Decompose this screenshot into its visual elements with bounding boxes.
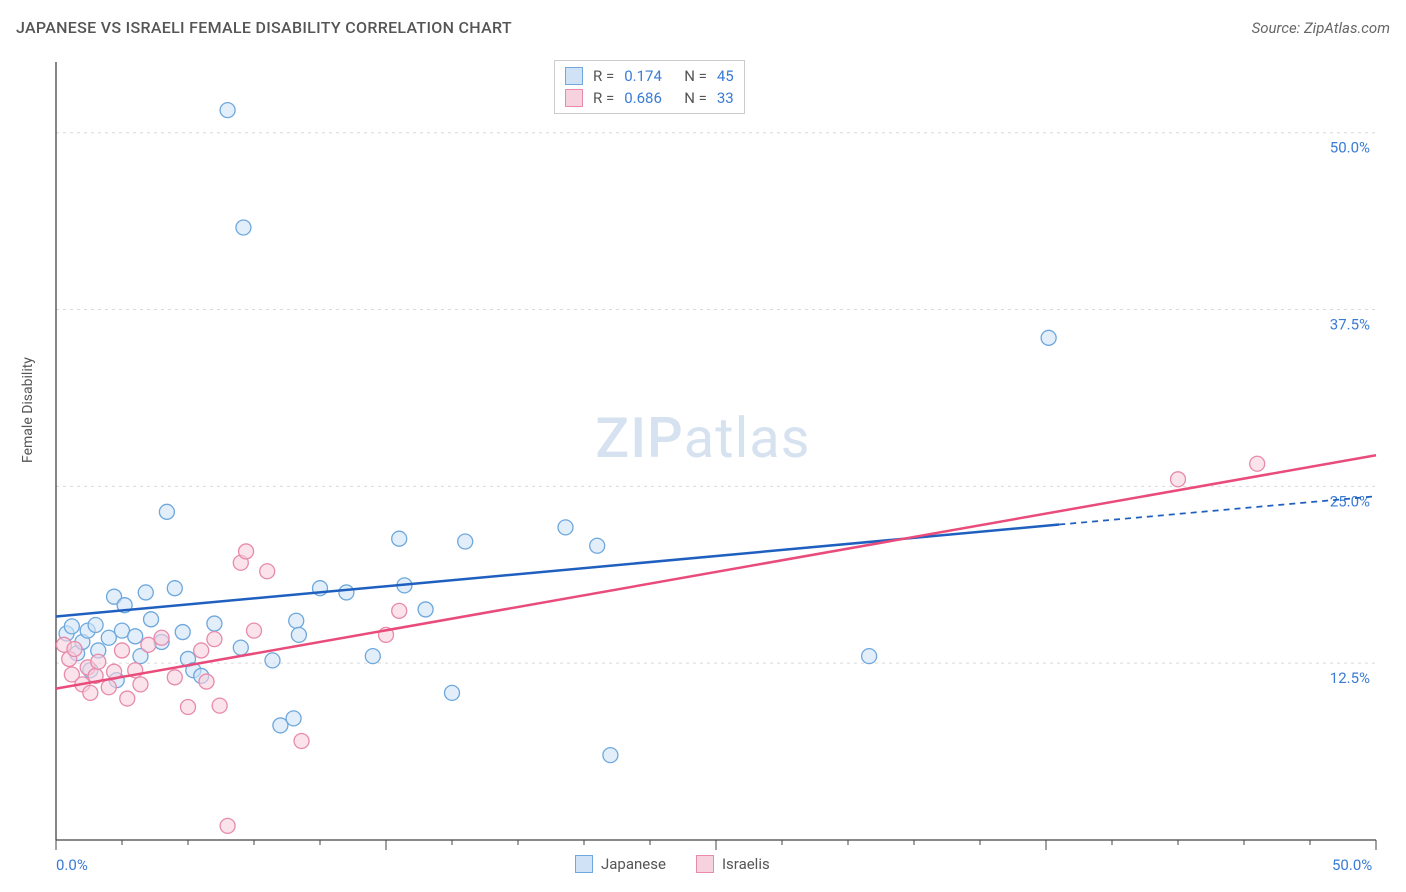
r-label: R =: [593, 89, 614, 107]
scatter-plot-svg: 12.5% 25.0% 37.5% 50.0%: [16, 50, 1390, 876]
series-swatch: [696, 855, 714, 873]
n-label: N =: [684, 67, 707, 85]
x-axis-max-label: 50.0%: [1332, 856, 1372, 874]
series-swatch: [565, 89, 583, 107]
series-swatch: [575, 855, 593, 873]
r-value: 0.686: [624, 89, 674, 107]
r-value: 0.174: [624, 67, 674, 85]
svg-text:37.5%: 37.5%: [1330, 316, 1370, 334]
legend-item: Israelis: [696, 855, 770, 873]
legend-label: Israelis: [722, 855, 770, 873]
y-axis-label: Female Disability: [20, 357, 36, 463]
chart-title: JAPANESE VS ISRAELI FEMALE DISABILITY CO…: [16, 18, 512, 37]
chart-container: Female Disability ZIPatlas 12.5%25.0%37.…: [16, 50, 1390, 876]
svg-text:50.0%: 50.0%: [1330, 139, 1370, 157]
legend-label: Japanese: [601, 855, 666, 873]
series-swatch: [565, 67, 583, 85]
series-legend: Japanese Israelis: [575, 855, 770, 873]
legend-item: Japanese: [575, 855, 666, 873]
r-label: R =: [593, 67, 614, 85]
n-value: 33: [717, 89, 734, 107]
stats-legend: R = 0.174 N = 45 R = 0.686 N = 33: [554, 60, 745, 114]
stats-row: R = 0.686 N = 33: [565, 87, 734, 109]
n-value: 45: [717, 67, 734, 85]
n-label: N =: [684, 89, 707, 107]
svg-text:12.5%: 12.5%: [1330, 669, 1370, 687]
stats-row: R = 0.174 N = 45: [565, 65, 734, 87]
svg-text:25.0%: 25.0%: [1330, 492, 1370, 510]
source-attribution: Source: ZipAtlas.com: [1252, 19, 1390, 37]
x-axis-min-label: 0.0%: [56, 856, 88, 874]
